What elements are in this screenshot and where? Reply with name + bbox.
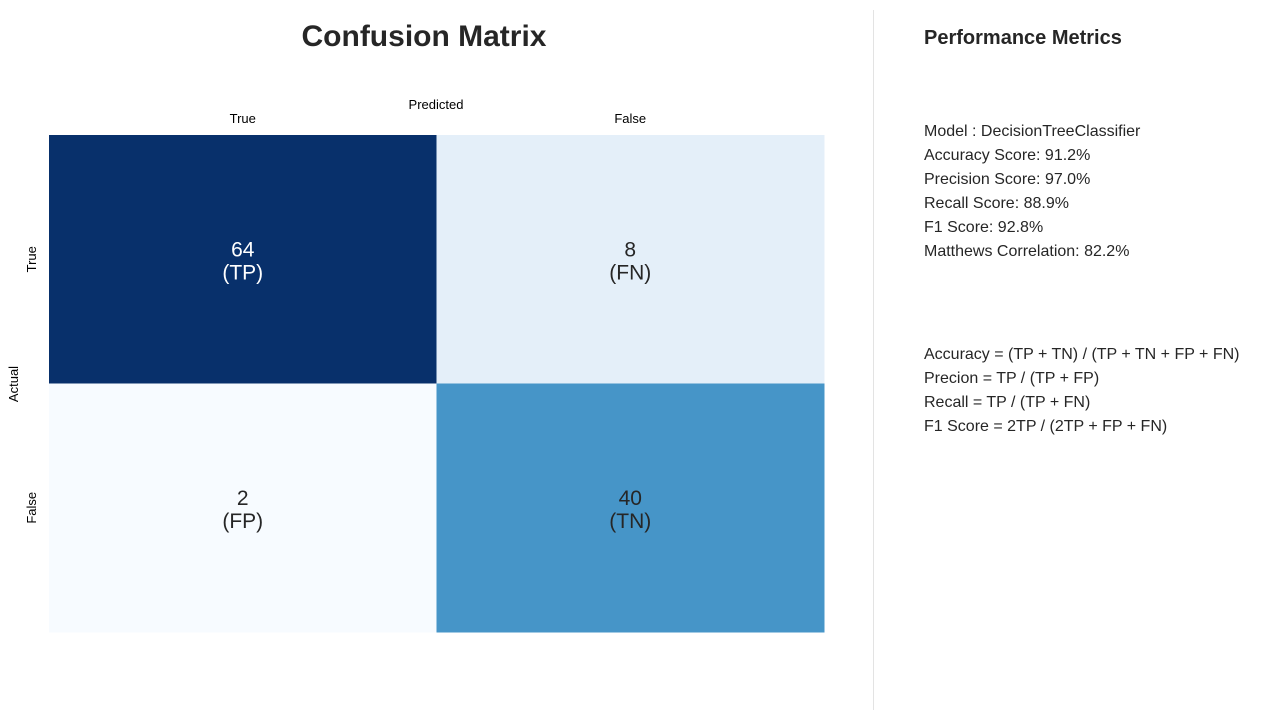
confusion-matrix-chart: Confusion Matrix Predicted Actual 64(TP)…: [6, 20, 825, 633]
x-axis-label: Predicted: [409, 97, 464, 112]
metrics-title: Performance Metrics: [924, 27, 1122, 49]
recall-formula: Recall = TP / (TP + FN): [924, 394, 1091, 411]
f1-score: F1 Score: 92.8%: [924, 219, 1044, 236]
f1-formula: F1 Score = 2TP / (2TP + FP + FN): [924, 418, 1168, 435]
cell-category-label: (FN): [609, 261, 651, 284]
cell-value-label: 2: [237, 487, 249, 510]
formula-list: Accuracy = (TP + TN) / (TP + TN + FP + F…: [924, 343, 1240, 439]
precision-formula: Precion = TP / (TP + FP): [924, 370, 1100, 387]
x-tick-labels: True False: [230, 111, 647, 126]
panel-divider: [873, 10, 874, 710]
chart-title: Confusion Matrix: [302, 20, 547, 53]
heatmap-cells: 64(TP) 8(FN) 2(FP) 40(TN): [49, 135, 825, 633]
y-axis-label: Actual: [6, 366, 21, 402]
x-tick-label: False: [614, 111, 646, 126]
cell-value-label: 8: [624, 238, 636, 261]
recall-score: Recall Score: 88.9%: [924, 195, 1069, 212]
score-list: Model : DecisionTreeClassifier Accuracy …: [924, 120, 1140, 264]
metrics-panel: Performance Metrics Model : DecisionTree…: [924, 0, 1264, 719]
heatmap-cell: [436, 135, 825, 384]
cell-value-label: 64: [231, 238, 255, 261]
accuracy-formula: Accuracy = (TP + TN) / (TP + TN + FP + F…: [924, 346, 1240, 363]
accuracy-score: Accuracy Score: 91.2%: [924, 147, 1091, 164]
heatmap-cell: [49, 383, 437, 633]
cell-category-label: (TN): [609, 510, 651, 533]
cell-category-label: (FP): [222, 510, 263, 533]
y-tick-label: True: [24, 246, 39, 272]
heatmap-cell: [436, 383, 825, 633]
heatmap-cell: [49, 135, 437, 384]
model-name: Model : DecisionTreeClassifier: [924, 123, 1141, 140]
cell-category-label: (TP): [222, 261, 263, 284]
y-tick-labels: True False: [24, 246, 39, 524]
precision-score: Precision Score: 97.0%: [924, 171, 1091, 188]
x-tick-label: True: [230, 111, 256, 126]
cell-value-label: 40: [619, 487, 642, 510]
matthews-correlation: Matthews Correlation: 82.2%: [924, 243, 1130, 260]
y-tick-label: False: [24, 492, 39, 524]
